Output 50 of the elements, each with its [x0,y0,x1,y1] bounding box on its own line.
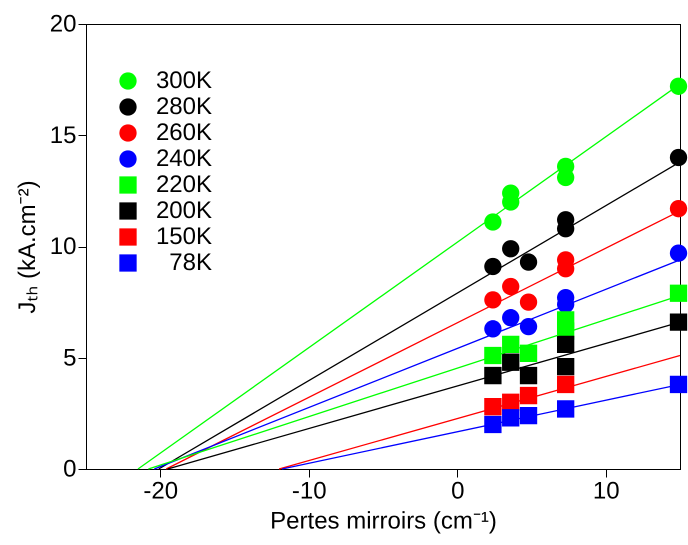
point [484,398,502,416]
point [484,366,502,384]
x-tick-label: -20 [143,478,178,504]
x-axis-title: Pertes mirroirs (cm⁻¹) [270,508,497,534]
point [484,213,502,231]
point [520,406,538,424]
point [484,291,502,309]
point [520,344,538,362]
y-axis-title: Jₜₕ (kA.cm⁻²) [14,180,41,314]
point [484,346,502,364]
point [670,78,688,95]
point [502,409,520,426]
point [556,376,574,394]
legend-label: 280K [156,93,212,120]
point [502,240,520,258]
point [484,320,502,338]
point [520,366,538,384]
legend-label: 220K [156,171,212,198]
y-tick-label: 0 [63,456,76,482]
point [502,354,520,371]
legend-label: 150K [156,223,212,250]
point [484,416,502,434]
point [520,318,538,336]
point [670,313,688,331]
point [556,336,574,354]
point [502,309,520,326]
legend-label: 300K [156,67,212,94]
point [484,258,502,276]
legend-label: 78K [169,249,212,276]
x-tick-label: -10 [292,478,327,504]
x-tick-label: 10 [592,478,620,504]
point [520,253,538,271]
x-tick-label: 0 [451,478,464,504]
y-tick-label: 20 [50,10,76,38]
point [502,278,520,296]
point [670,244,688,262]
point [670,376,688,394]
point [670,148,688,166]
y-tick-label: 10 [50,233,76,260]
point [670,200,688,218]
y-tick-label: 15 [50,122,76,149]
legend-label: 260K [156,119,212,146]
point [670,284,688,302]
legend-label: 200K [156,197,212,224]
point [556,400,574,418]
point [556,358,574,376]
point [502,336,520,354]
legend-label: 240K [156,145,212,172]
y-tick-label: 5 [63,344,76,372]
point [520,293,538,311]
